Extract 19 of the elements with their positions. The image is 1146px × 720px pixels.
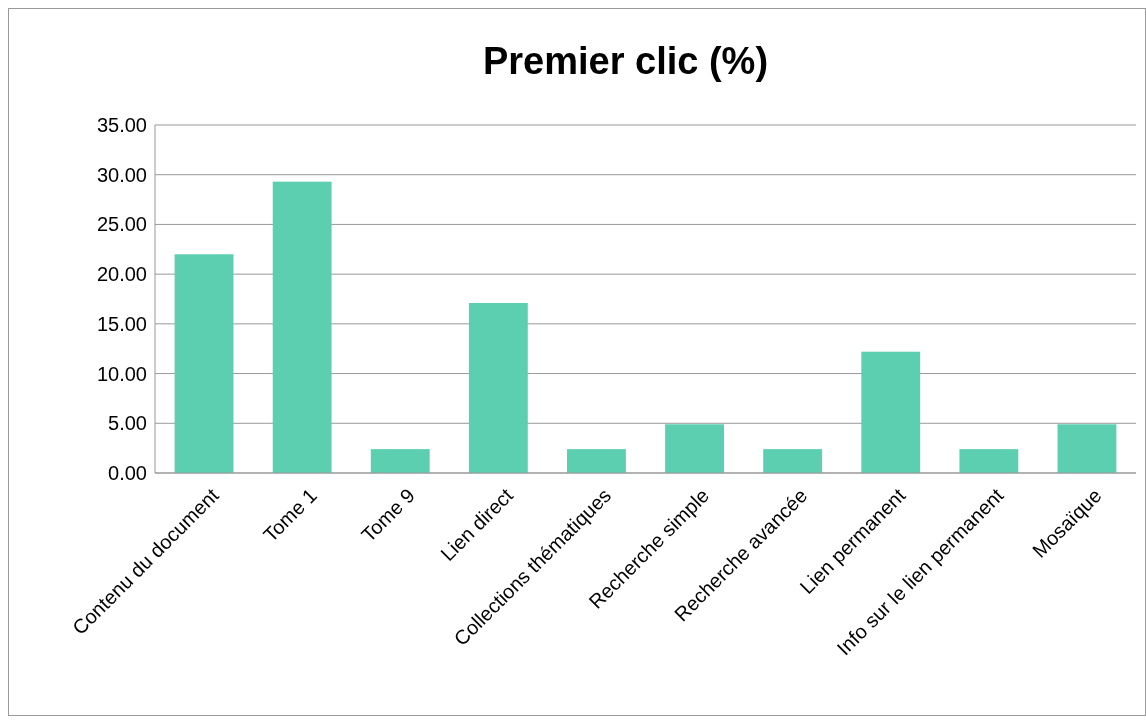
y-tick-label: 15.00 bbox=[96, 312, 147, 335]
y-tick-label: 35.00 bbox=[96, 114, 147, 136]
chart-title: Premier clic (%) bbox=[482, 40, 769, 82]
y-tick-label: 20.00 bbox=[96, 263, 147, 286]
bar bbox=[861, 351, 921, 473]
y-tick-label: 25.00 bbox=[96, 213, 147, 236]
bar bbox=[174, 254, 234, 473]
y-tick-label: 5.00 bbox=[108, 412, 147, 435]
bar bbox=[567, 449, 626, 473]
y-tick-label: 0.00 bbox=[108, 462, 147, 484]
bar bbox=[272, 181, 332, 473]
bar bbox=[468, 302, 528, 473]
y-tick-label: 30.00 bbox=[96, 163, 147, 186]
bar bbox=[1057, 424, 1117, 473]
bar bbox=[763, 449, 823, 473]
bar bbox=[665, 424, 724, 473]
bar bbox=[959, 449, 1019, 473]
bar bbox=[370, 449, 430, 473]
y-tick-label: 10.00 bbox=[96, 362, 147, 385]
